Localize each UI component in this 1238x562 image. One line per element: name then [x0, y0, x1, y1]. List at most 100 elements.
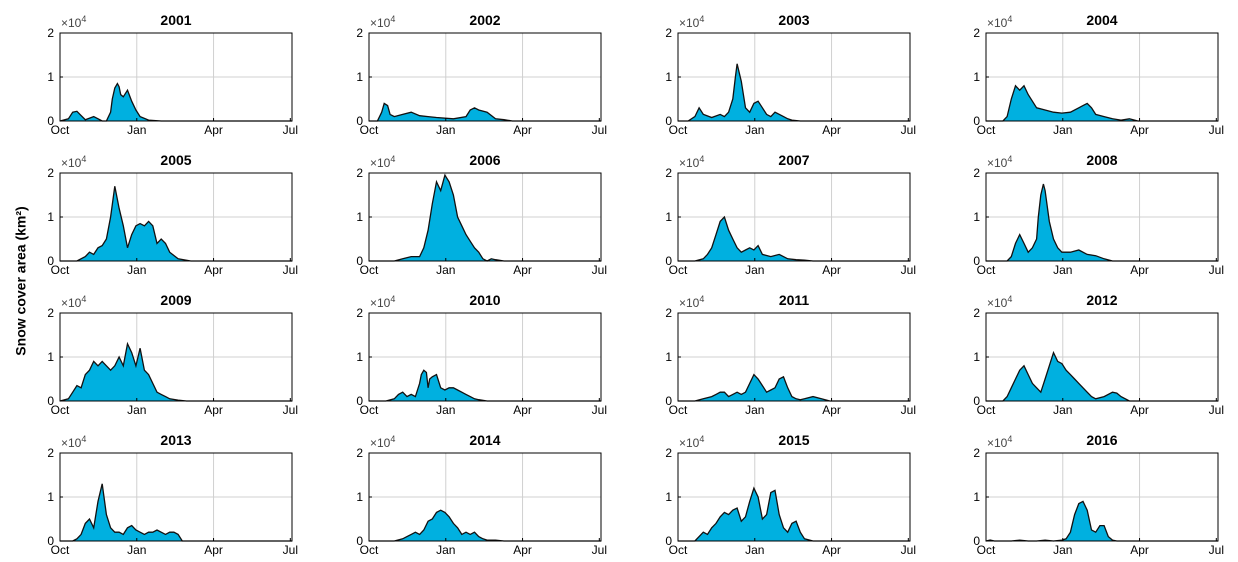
y-tick-label: 1: [665, 490, 672, 504]
x-tick-label: Apr: [822, 543, 841, 557]
x-tick-label: Jul: [592, 263, 607, 277]
y-tick-label: 0: [47, 534, 54, 548]
y-exponent-power: 4: [699, 434, 704, 444]
x-tick-label: Apr: [513, 403, 532, 417]
snow-area-fill: [369, 175, 601, 261]
panel-2003: Oct Jan Apr Jul 0 1 2 ×104 2003: [665, 12, 916, 137]
snow-area-fill: [678, 488, 910, 541]
y-tick-label: 1: [973, 350, 980, 364]
y-tick-label: 1: [973, 70, 980, 84]
snow-area-line: [60, 186, 292, 262]
panel-title: 2009: [160, 292, 191, 308]
y-tick-label: 1: [47, 210, 54, 224]
y-tick-label: 1: [665, 70, 672, 84]
y-exponent-power: 4: [390, 434, 395, 444]
panel-2002: Oct Jan Apr Jul 0 1 2 ×104 2002: [356, 12, 607, 137]
x-tick-label: Apr: [204, 543, 223, 557]
x-tick-label: Jul: [901, 543, 916, 557]
panel-2011: Oct Jan Apr Jul 0 1 2 ×104 2011: [665, 292, 916, 417]
y-exponent-power: 4: [1007, 154, 1012, 164]
y-tick-label: 1: [47, 70, 54, 84]
y-tick-label: 2: [665, 306, 672, 320]
x-tick-label: Jul: [592, 543, 607, 557]
y-tick-label: 0: [47, 394, 54, 408]
y-exponent-label: ×104: [370, 434, 395, 450]
x-tick-label: Jan: [127, 543, 146, 557]
x-tick-label: Oct: [669, 123, 688, 137]
x-tick-label: Oct: [51, 263, 70, 277]
y-tick-label: 2: [973, 306, 980, 320]
snow-area-fill: [678, 374, 910, 401]
snow-area-fill: [678, 217, 910, 261]
x-tick-label: Oct: [669, 403, 688, 417]
panel-2005: Oct Jan Apr Jul 0 1 2 ×104 2005: [47, 152, 298, 277]
x-tick-label: Oct: [977, 543, 996, 557]
x-tick-label: Apr: [1130, 403, 1149, 417]
y-tick-label: 0: [665, 534, 672, 548]
snow-area-line: [369, 173, 601, 262]
x-tick-label: Jan: [1053, 543, 1072, 557]
x-tick-label: Oct: [51, 403, 70, 417]
x-tick-label: Jan: [745, 263, 764, 277]
y-tick-label: 2: [47, 26, 54, 40]
y-exponent-label: ×104: [370, 14, 395, 30]
x-tick-label: Jul: [592, 123, 607, 137]
x-tick-label: Jul: [283, 543, 298, 557]
x-tick-label: Apr: [1130, 123, 1149, 137]
y-tick-label: 2: [973, 166, 980, 180]
y-tick-label: 2: [665, 166, 672, 180]
snow-area-line: [678, 215, 910, 262]
x-tick-label: Jan: [745, 123, 764, 137]
x-tick-label: Jul: [1209, 403, 1224, 417]
panel-2008: Oct Jan Apr Jul 0 1 2 ×104 2008: [973, 152, 1224, 277]
panel-2015: Oct Jan Apr Jul 0 1 2 ×104 2015: [665, 432, 916, 557]
x-tick-label: Jan: [436, 123, 455, 137]
snow-area-line: [986, 350, 1218, 402]
snow-area-fill: [60, 83, 292, 121]
snow-area-fill: [60, 343, 292, 401]
y-tick-label: 1: [47, 490, 54, 504]
y-exponent-power: 4: [699, 154, 704, 164]
x-tick-label: Jul: [1209, 263, 1224, 277]
y-tick-label: 2: [665, 446, 672, 460]
panel-2009: Oct Jan Apr Jul 0 1 2 ×104 2009: [47, 292, 298, 417]
x-tick-label: Jul: [283, 123, 298, 137]
panel-title: 2008: [1086, 152, 1117, 168]
x-tick-label: Oct: [51, 123, 70, 137]
y-exponent-power: 4: [81, 154, 86, 164]
y-exponent-label: ×104: [679, 154, 704, 170]
snow-area-line: [369, 509, 601, 542]
y-tick-label: 0: [665, 114, 672, 128]
y-tick-label: 2: [356, 26, 363, 40]
y-tick-label: 2: [356, 306, 363, 320]
snow-area-fill: [986, 352, 1218, 401]
y-tick-label: 1: [665, 350, 672, 364]
panel-title: 2002: [469, 12, 500, 28]
x-tick-label: Oct: [360, 403, 379, 417]
y-tick-label: 1: [356, 70, 363, 84]
panel-title: 2010: [469, 292, 500, 308]
x-tick-label: Jan: [1053, 123, 1072, 137]
x-tick-label: Jan: [436, 263, 455, 277]
y-tick-label: 0: [356, 534, 363, 548]
y-exponent-label: ×104: [987, 14, 1012, 30]
y-exponent-power: 4: [390, 154, 395, 164]
x-tick-label: Oct: [669, 543, 688, 557]
panel-title: 2006: [469, 152, 500, 168]
y-exponent-label: ×104: [61, 14, 86, 30]
y-exponent-power: 4: [81, 434, 86, 444]
y-tick-label: 1: [356, 490, 363, 504]
y-exponent-power: 4: [1007, 14, 1012, 24]
x-tick-label: Oct: [977, 263, 996, 277]
panel-title: 2014: [469, 432, 500, 448]
x-tick-label: Jan: [745, 543, 764, 557]
panel-title: 2005: [160, 152, 191, 168]
panel-2012: Oct Jan Apr Jul 0 1 2 ×104 2012: [973, 292, 1224, 417]
panel-2013: Oct Jan Apr Jul 0 1 2 ×104 2013: [47, 432, 298, 557]
y-exponent-power: 4: [81, 294, 86, 304]
x-tick-label: Oct: [360, 263, 379, 277]
y-tick-label: 1: [665, 210, 672, 224]
panel-2004: Oct Jan Apr Jul 0 1 2 ×104 2004: [973, 12, 1224, 137]
y-exponent-power: 4: [390, 294, 395, 304]
